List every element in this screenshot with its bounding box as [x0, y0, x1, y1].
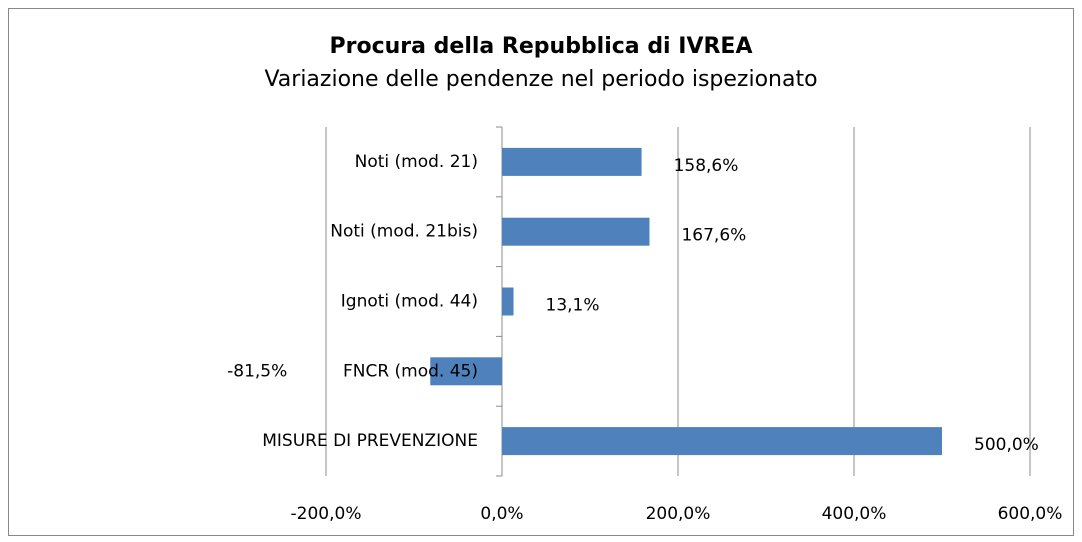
data-label: 158,6% [674, 156, 739, 176]
data-label: 500,0% [974, 435, 1039, 455]
x-tick-label: -200,0% [291, 504, 362, 524]
bar [430, 357, 502, 386]
x-tick-label: 0,0% [480, 504, 523, 524]
data-label: 167,6% [681, 226, 746, 246]
y-tick-label: FNCR (mod. 45) [343, 361, 478, 381]
bar [502, 287, 514, 316]
chart-subtitle: Variazione delle pendenze nel periodo is… [264, 67, 817, 92]
x-tick-label: 400,0% [822, 504, 887, 524]
y-tick-label: MISURE DI PREVENZIONE [262, 431, 478, 451]
data-label: -81,5% [227, 361, 287, 381]
x-tick-label: 200,0% [646, 504, 711, 524]
data-label: 13,1% [546, 296, 600, 316]
y-tick-label: Ignoti (mod. 44) [341, 292, 478, 312]
bar [502, 217, 650, 246]
bar [502, 147, 642, 176]
chart-title: Procura della Repubblica di IVREA [330, 34, 753, 59]
x-tick-label: 600,0% [998, 504, 1063, 524]
y-tick-label: Noti (mod. 21) [355, 152, 478, 172]
y-tick-label: Noti (mod. 21bis) [330, 222, 478, 242]
bar [502, 427, 942, 456]
